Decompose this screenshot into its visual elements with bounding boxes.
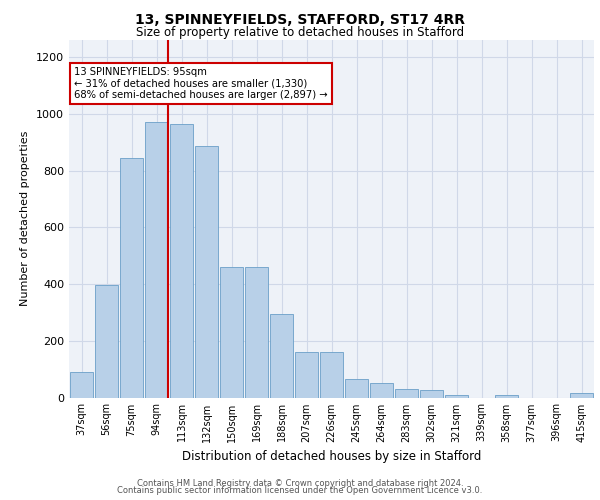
X-axis label: Distribution of detached houses by size in Stafford: Distribution of detached houses by size … xyxy=(182,450,481,463)
Bar xyxy=(270,314,293,398)
Text: Contains public sector information licensed under the Open Government Licence v3: Contains public sector information licen… xyxy=(118,486,482,495)
Bar xyxy=(570,393,593,398)
Y-axis label: Number of detached properties: Number of detached properties xyxy=(20,131,31,306)
Bar xyxy=(195,146,218,398)
Bar xyxy=(170,124,193,398)
Bar xyxy=(145,122,168,398)
Bar xyxy=(245,267,268,398)
Bar xyxy=(495,394,518,398)
Text: 13, SPINNEYFIELDS, STAFFORD, ST17 4RR: 13, SPINNEYFIELDS, STAFFORD, ST17 4RR xyxy=(135,12,465,26)
Bar xyxy=(70,372,93,398)
Bar xyxy=(295,352,318,398)
Bar xyxy=(345,379,368,398)
Bar xyxy=(320,352,343,398)
Text: 13 SPINNEYFIELDS: 95sqm
← 31% of detached houses are smaller (1,330)
68% of semi: 13 SPINNEYFIELDS: 95sqm ← 31% of detache… xyxy=(74,67,328,100)
Bar xyxy=(420,390,443,398)
Bar xyxy=(120,158,143,398)
Text: Size of property relative to detached houses in Stafford: Size of property relative to detached ho… xyxy=(136,26,464,39)
Bar xyxy=(370,384,393,398)
Bar xyxy=(445,394,468,398)
Bar xyxy=(220,267,243,398)
Bar xyxy=(95,286,118,398)
Text: Contains HM Land Registry data © Crown copyright and database right 2024.: Contains HM Land Registry data © Crown c… xyxy=(137,478,463,488)
Bar xyxy=(395,389,418,398)
